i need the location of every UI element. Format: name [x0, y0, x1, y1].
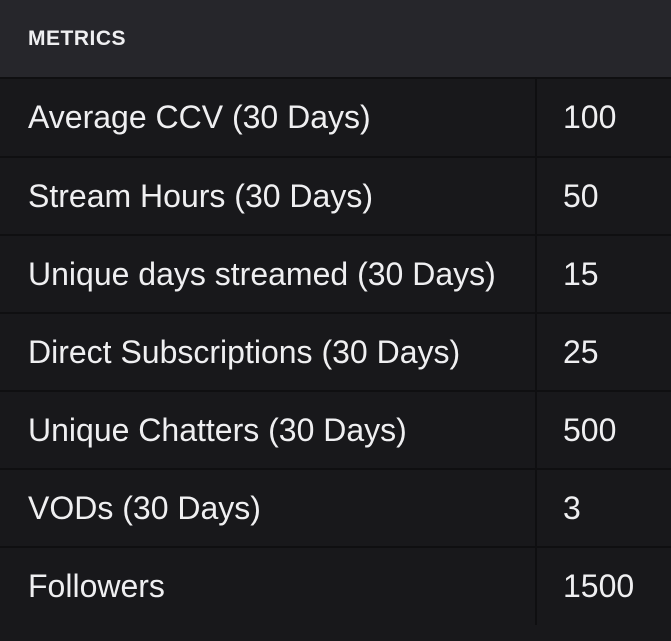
table-row: Stream Hours (30 Days) 50	[0, 157, 671, 236]
metrics-table: Average CCV (30 Days) 100 Stream Hours (…	[0, 79, 671, 625]
table-row: Followers 1500	[0, 547, 671, 625]
metric-label-stream-hours: Stream Hours (30 Days)	[0, 157, 537, 236]
metric-label-followers: Followers	[0, 547, 537, 625]
metric-value-direct-subscriptions: 25	[536, 313, 671, 392]
metrics-header: METRICS	[0, 0, 671, 79]
metric-value-average-ccv: 100	[536, 79, 671, 158]
metric-label-average-ccv: Average CCV (30 Days)	[0, 79, 537, 158]
table-row: VODs (30 Days) 3	[0, 469, 671, 548]
metric-label-direct-subscriptions: Direct Subscriptions (30 Days)	[0, 313, 537, 392]
table-row: Direct Subscriptions (30 Days) 25	[0, 313, 671, 392]
metric-value-followers: 1500	[563, 568, 635, 604]
metric-value-unique-days: 15	[536, 235, 671, 314]
metric-label-vods: VODs (30 Days)	[0, 469, 537, 548]
metric-value-vods: 3	[536, 469, 671, 548]
table-row: Unique days streamed (30 Days) 15	[0, 235, 671, 314]
metric-label-unique-chatters: Unique Chatters (30 Days)	[0, 391, 537, 470]
metric-label-unique-days: Unique days streamed (30 Days)	[0, 235, 537, 314]
metrics-title: METRICS	[28, 26, 126, 50]
metric-value-unique-chatters: 500	[536, 391, 671, 470]
table-row: Average CCV (30 Days) 100	[0, 79, 671, 158]
table-row: Unique Chatters (30 Days) 500	[0, 391, 671, 470]
metric-value-stream-hours: 50	[536, 157, 671, 236]
